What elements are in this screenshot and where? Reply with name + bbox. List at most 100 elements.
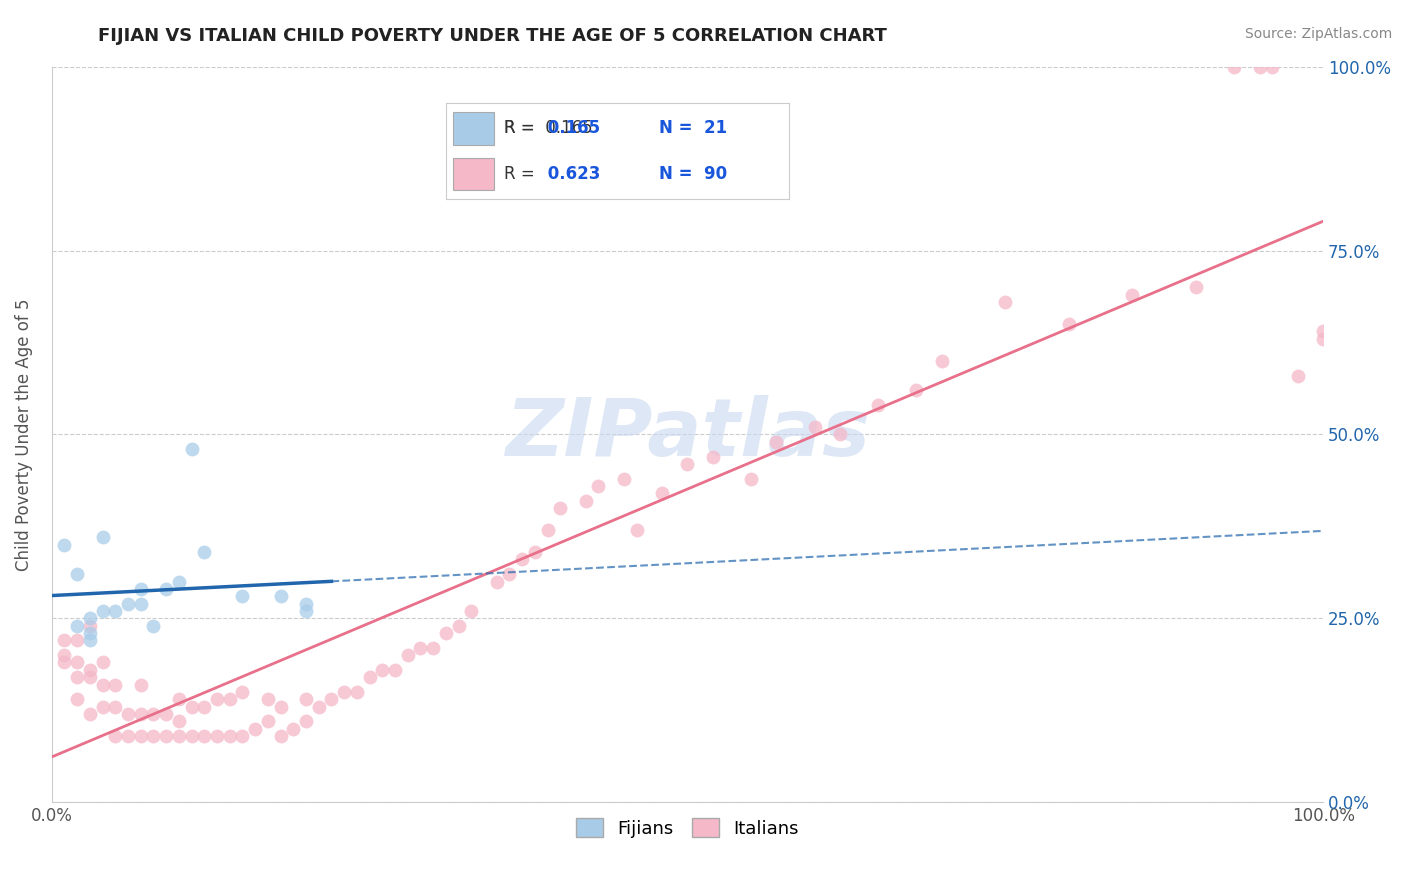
Point bbox=[167, 692, 190, 706]
Point bbox=[651, 486, 673, 500]
Point bbox=[142, 618, 165, 632]
Point bbox=[129, 582, 152, 596]
Point bbox=[243, 722, 266, 736]
Point bbox=[931, 354, 953, 368]
Point bbox=[359, 670, 381, 684]
Point bbox=[66, 567, 89, 582]
Point bbox=[66, 618, 89, 632]
Point bbox=[218, 729, 240, 743]
Point bbox=[218, 692, 240, 706]
Point bbox=[626, 523, 648, 537]
Point bbox=[193, 699, 215, 714]
Point bbox=[167, 729, 190, 743]
Point bbox=[905, 384, 928, 398]
Point bbox=[79, 670, 101, 684]
Point bbox=[740, 472, 762, 486]
Point bbox=[676, 457, 699, 471]
Point bbox=[295, 692, 318, 706]
Point bbox=[613, 472, 636, 486]
Point bbox=[66, 656, 89, 670]
Point bbox=[66, 692, 89, 706]
Point bbox=[167, 574, 190, 589]
Point bbox=[346, 685, 368, 699]
Point bbox=[868, 398, 890, 412]
Point bbox=[575, 493, 598, 508]
Point bbox=[142, 706, 165, 721]
Point bbox=[117, 706, 139, 721]
Point bbox=[550, 501, 572, 516]
Point bbox=[1249, 60, 1271, 74]
Point bbox=[231, 589, 253, 603]
Point bbox=[104, 604, 127, 618]
Point bbox=[79, 618, 101, 632]
Point bbox=[498, 567, 520, 582]
Point bbox=[270, 589, 292, 603]
Point bbox=[283, 722, 305, 736]
Point bbox=[270, 699, 292, 714]
Point bbox=[91, 530, 114, 544]
Point bbox=[409, 640, 432, 655]
Point bbox=[1312, 332, 1334, 346]
Point bbox=[588, 479, 610, 493]
Point bbox=[1185, 280, 1208, 294]
Point bbox=[79, 611, 101, 625]
Point bbox=[104, 699, 127, 714]
Point bbox=[333, 685, 356, 699]
Point bbox=[1057, 317, 1080, 331]
Point bbox=[193, 729, 215, 743]
Point bbox=[180, 699, 202, 714]
Point bbox=[167, 714, 190, 729]
Point bbox=[257, 692, 280, 706]
Text: ZIPatlas: ZIPatlas bbox=[505, 395, 870, 474]
Point bbox=[104, 677, 127, 691]
Point bbox=[193, 545, 215, 559]
Point bbox=[91, 656, 114, 670]
Point bbox=[510, 552, 533, 566]
Point bbox=[180, 729, 202, 743]
Point bbox=[53, 538, 76, 552]
Point bbox=[155, 706, 177, 721]
Point bbox=[142, 729, 165, 743]
Point bbox=[155, 582, 177, 596]
Point bbox=[1312, 325, 1334, 339]
Point bbox=[371, 663, 394, 677]
Point bbox=[485, 574, 508, 589]
Point bbox=[91, 699, 114, 714]
Point bbox=[765, 434, 787, 449]
Point bbox=[79, 663, 101, 677]
Point bbox=[257, 714, 280, 729]
Point bbox=[828, 427, 851, 442]
Text: Source: ZipAtlas.com: Source: ZipAtlas.com bbox=[1244, 27, 1392, 41]
Point bbox=[91, 604, 114, 618]
Point bbox=[66, 670, 89, 684]
Point bbox=[180, 442, 202, 457]
Point bbox=[460, 604, 482, 618]
Point bbox=[1121, 287, 1143, 301]
Point bbox=[129, 729, 152, 743]
Point bbox=[295, 604, 318, 618]
Point bbox=[295, 597, 318, 611]
Point bbox=[129, 597, 152, 611]
Point bbox=[1223, 60, 1246, 74]
Point bbox=[447, 618, 470, 632]
Point bbox=[803, 420, 825, 434]
Y-axis label: Child Poverty Under the Age of 5: Child Poverty Under the Age of 5 bbox=[15, 298, 32, 571]
Point bbox=[205, 729, 228, 743]
Point bbox=[523, 545, 546, 559]
Point bbox=[270, 729, 292, 743]
Legend: Fijians, Italians: Fijians, Italians bbox=[569, 811, 806, 845]
Point bbox=[205, 692, 228, 706]
Point bbox=[79, 633, 101, 648]
Point bbox=[308, 699, 330, 714]
Point bbox=[129, 677, 152, 691]
Point bbox=[104, 729, 127, 743]
Point bbox=[1286, 368, 1309, 383]
Point bbox=[321, 692, 343, 706]
Point bbox=[117, 597, 139, 611]
Point bbox=[66, 633, 89, 648]
Point bbox=[396, 648, 419, 662]
Point bbox=[231, 685, 253, 699]
Point bbox=[91, 677, 114, 691]
Point bbox=[384, 663, 406, 677]
Point bbox=[295, 714, 318, 729]
